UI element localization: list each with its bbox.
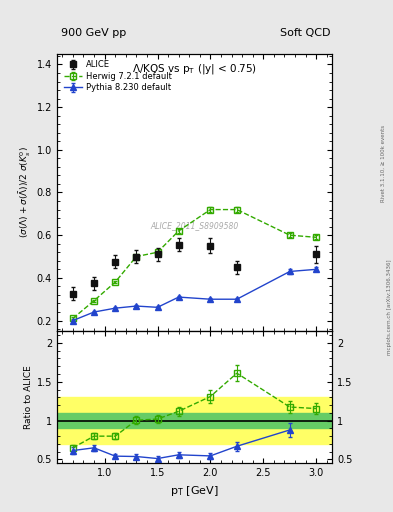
Text: mcplots.cern.ch [arXiv:1306.3436]: mcplots.cern.ch [arXiv:1306.3436] xyxy=(387,260,392,355)
Bar xyxy=(57,413,332,429)
Text: 900 GeV pp: 900 GeV pp xyxy=(61,28,126,38)
Text: $\Lambda$/KOS vs p$_\mathrm{T}$ (|y| < 0.75): $\Lambda$/KOS vs p$_\mathrm{T}$ (|y| < 0… xyxy=(132,62,257,76)
Y-axis label: $(\sigma(\Lambda)+\sigma(\bar{\Lambda}))/2\ \sigma(K^{0}_{s})$: $(\sigma(\Lambda)+\sigma(\bar{\Lambda}))… xyxy=(17,146,33,239)
Text: Rivet 3.1.10, ≥ 100k events: Rivet 3.1.10, ≥ 100k events xyxy=(381,125,386,202)
Text: ALICE_2011_S8909580: ALICE_2011_S8909580 xyxy=(151,221,239,230)
Bar xyxy=(57,397,332,444)
Text: Soft QCD: Soft QCD xyxy=(280,28,330,38)
X-axis label: p$_\mathrm{T}$ [GeV]: p$_\mathrm{T}$ [GeV] xyxy=(170,484,219,498)
Legend: ALICE, Herwig 7.2.1 default, Pythia 8.230 default: ALICE, Herwig 7.2.1 default, Pythia 8.23… xyxy=(61,58,174,95)
Y-axis label: Ratio to ALICE: Ratio to ALICE xyxy=(24,366,33,429)
